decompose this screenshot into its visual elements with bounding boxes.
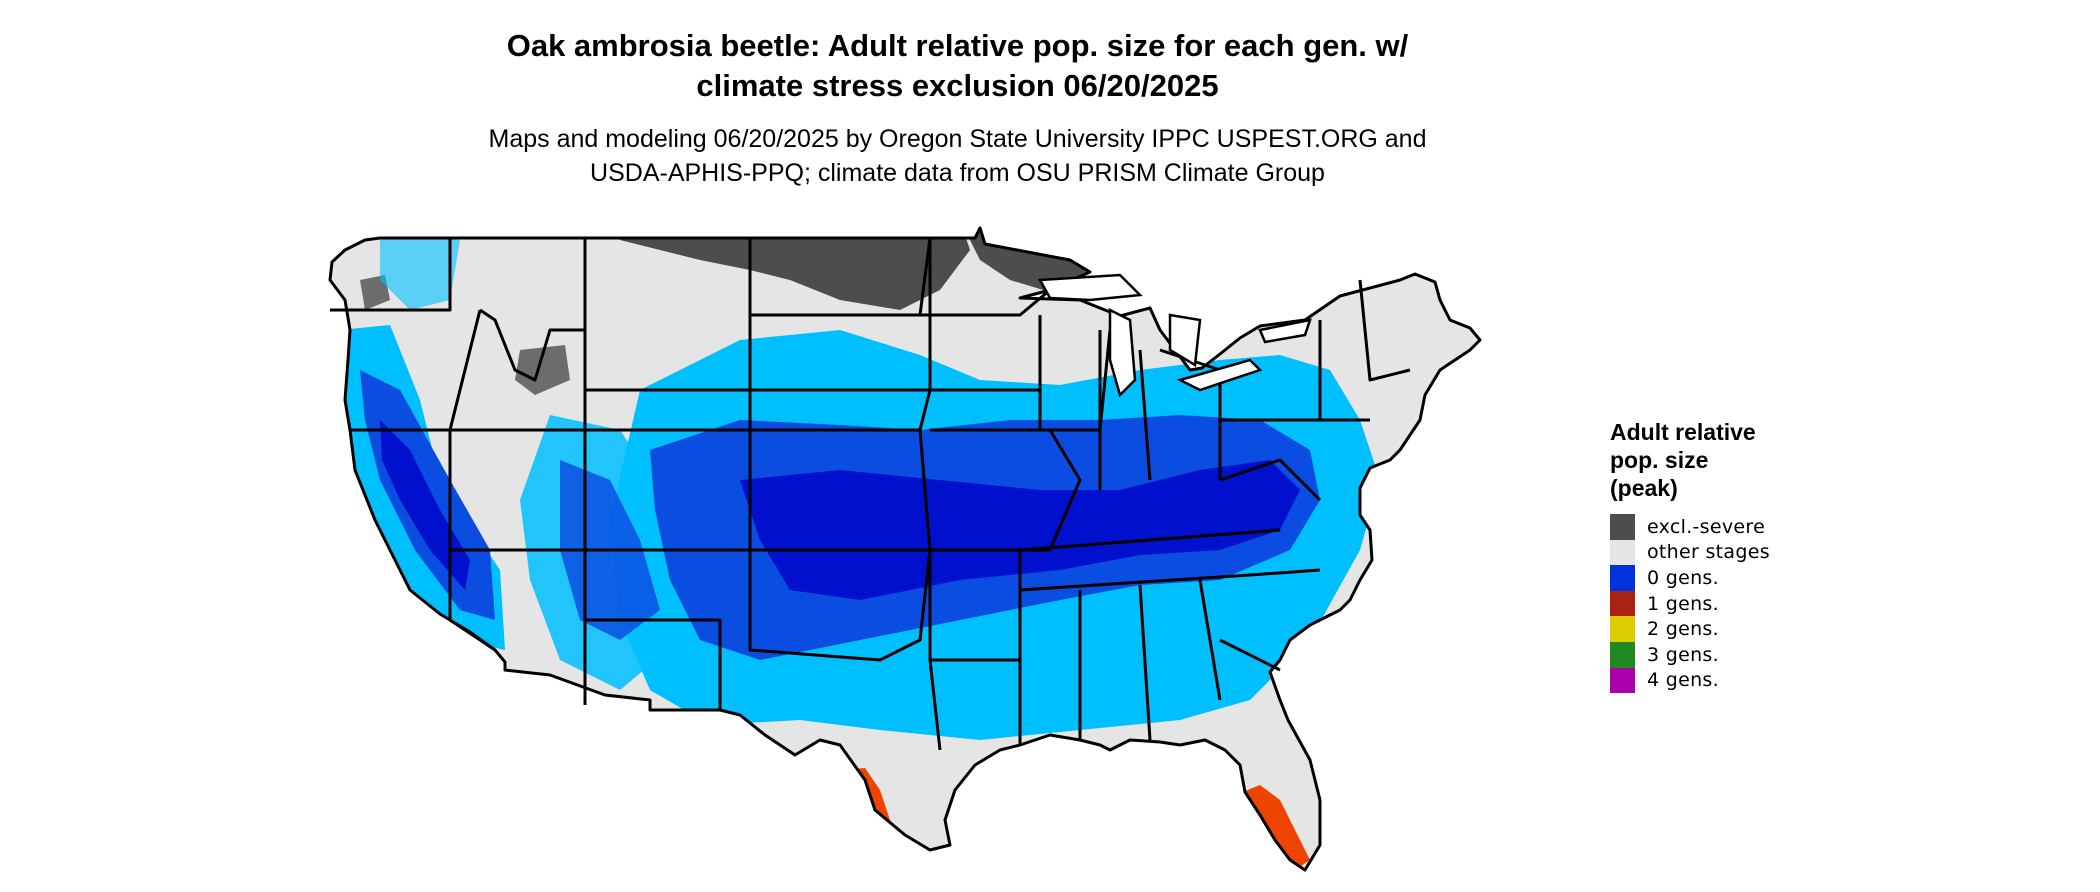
legend-label: other stages bbox=[1647, 541, 1770, 564]
legend-swatch bbox=[1610, 616, 1635, 642]
border-ms-al-ga bbox=[1078, 579, 1222, 741]
border-id-mt bbox=[448, 238, 585, 382]
border-ks-ok bbox=[748, 429, 932, 552]
legend-swatch bbox=[1610, 539, 1635, 566]
deep-blue-central bbox=[740, 460, 1300, 600]
border-az-nm bbox=[448, 550, 722, 710]
legend-item: 4 gens. bbox=[1610, 667, 1830, 694]
legend-swatch bbox=[1610, 641, 1635, 668]
title-line-2: climate stress exclusion 06/20/2025 bbox=[696, 68, 1219, 103]
lake-huron bbox=[1168, 313, 1202, 368]
light-blue-northwest bbox=[380, 230, 460, 310]
exclusion-wyoming bbox=[515, 345, 570, 395]
exclusion-northern-plains bbox=[585, 228, 970, 310]
border-nd-sd bbox=[748, 237, 932, 317]
legend-item: 2 gens. bbox=[1610, 616, 1830, 642]
border-mo bbox=[930, 428, 1082, 552]
legend-title-line-1: Adult relative bbox=[1610, 419, 1756, 445]
us-map-svg bbox=[328, 226, 1482, 872]
legend-label: 4 gens. bbox=[1647, 669, 1719, 692]
border-tn-south bbox=[1019, 573, 1251, 592]
legend-item: 1 gens. bbox=[1610, 590, 1830, 617]
legend-item: 3 gens. bbox=[1610, 641, 1830, 668]
border-wv-va bbox=[1219, 458, 1322, 502]
legend-title-line-3: (peak) bbox=[1610, 475, 1678, 501]
legend-swatch bbox=[1610, 590, 1635, 617]
lake-ontario bbox=[1258, 318, 1312, 344]
border-nc-sc bbox=[1219, 568, 1321, 672]
legend-title-line-2: pop. size bbox=[1610, 447, 1709, 473]
legend-label: 3 gens. bbox=[1647, 643, 1719, 666]
legend-label: excl.-severe bbox=[1647, 515, 1766, 538]
legend-label: 2 gens. bbox=[1647, 618, 1719, 641]
us-map bbox=[320, 220, 1580, 890]
border-ne-ks bbox=[748, 389, 932, 432]
deep-blue-california bbox=[380, 420, 470, 590]
map-title: Oak ambrosia beetle: Adult relative pop.… bbox=[0, 26, 1915, 106]
legend: Adult relative pop. size (peak) excl.-se… bbox=[1610, 418, 1830, 694]
legend-title: Adult relative pop. size (peak) bbox=[1610, 418, 1830, 502]
border-ar bbox=[928, 550, 1022, 662]
legend-label: 0 gens. bbox=[1647, 566, 1719, 589]
legend-item: 0 gens. bbox=[1610, 565, 1830, 591]
lake-erie bbox=[1176, 358, 1263, 392]
subtitle-line-1: Maps and modeling 06/20/2025 by Oregon S… bbox=[488, 125, 1427, 153]
state-borders bbox=[328, 226, 1482, 872]
border-mn bbox=[920, 238, 1051, 390]
legend-item: other stages bbox=[1610, 539, 1830, 566]
border-in bbox=[1098, 330, 1152, 490]
legend-swatch bbox=[1610, 514, 1635, 540]
title-line-1: Oak ambrosia beetle: Adult relative pop.… bbox=[506, 28, 1409, 63]
border-ny-ne bbox=[1318, 279, 1411, 422]
border-tn-ky bbox=[1019, 528, 1281, 552]
legend-swatch bbox=[1610, 565, 1635, 591]
legend-items: excl.-severe other stages 0 gens. 1 gens. 2 … bbox=[1610, 514, 1830, 694]
great-lakes bbox=[1037, 273, 1312, 398]
border-la-ms bbox=[928, 659, 1022, 751]
legend-label: 1 gens. bbox=[1647, 592, 1719, 615]
lake-superior bbox=[1037, 273, 1143, 302]
map-subtitle: Maps and modeling 06/20/2025 by Oregon S… bbox=[0, 122, 1915, 190]
exclusion-olympic bbox=[360, 275, 390, 310]
legend-swatch bbox=[1610, 667, 1635, 694]
legend-item: excl.-severe bbox=[1610, 514, 1830, 540]
subtitle-line-2: USDA-APHIS-PPQ; climate data from OSU PR… bbox=[590, 159, 1325, 187]
border-tx-ok bbox=[720, 548, 932, 662]
lake-michigan bbox=[1108, 307, 1137, 398]
border-wi-il bbox=[1038, 315, 1112, 432]
